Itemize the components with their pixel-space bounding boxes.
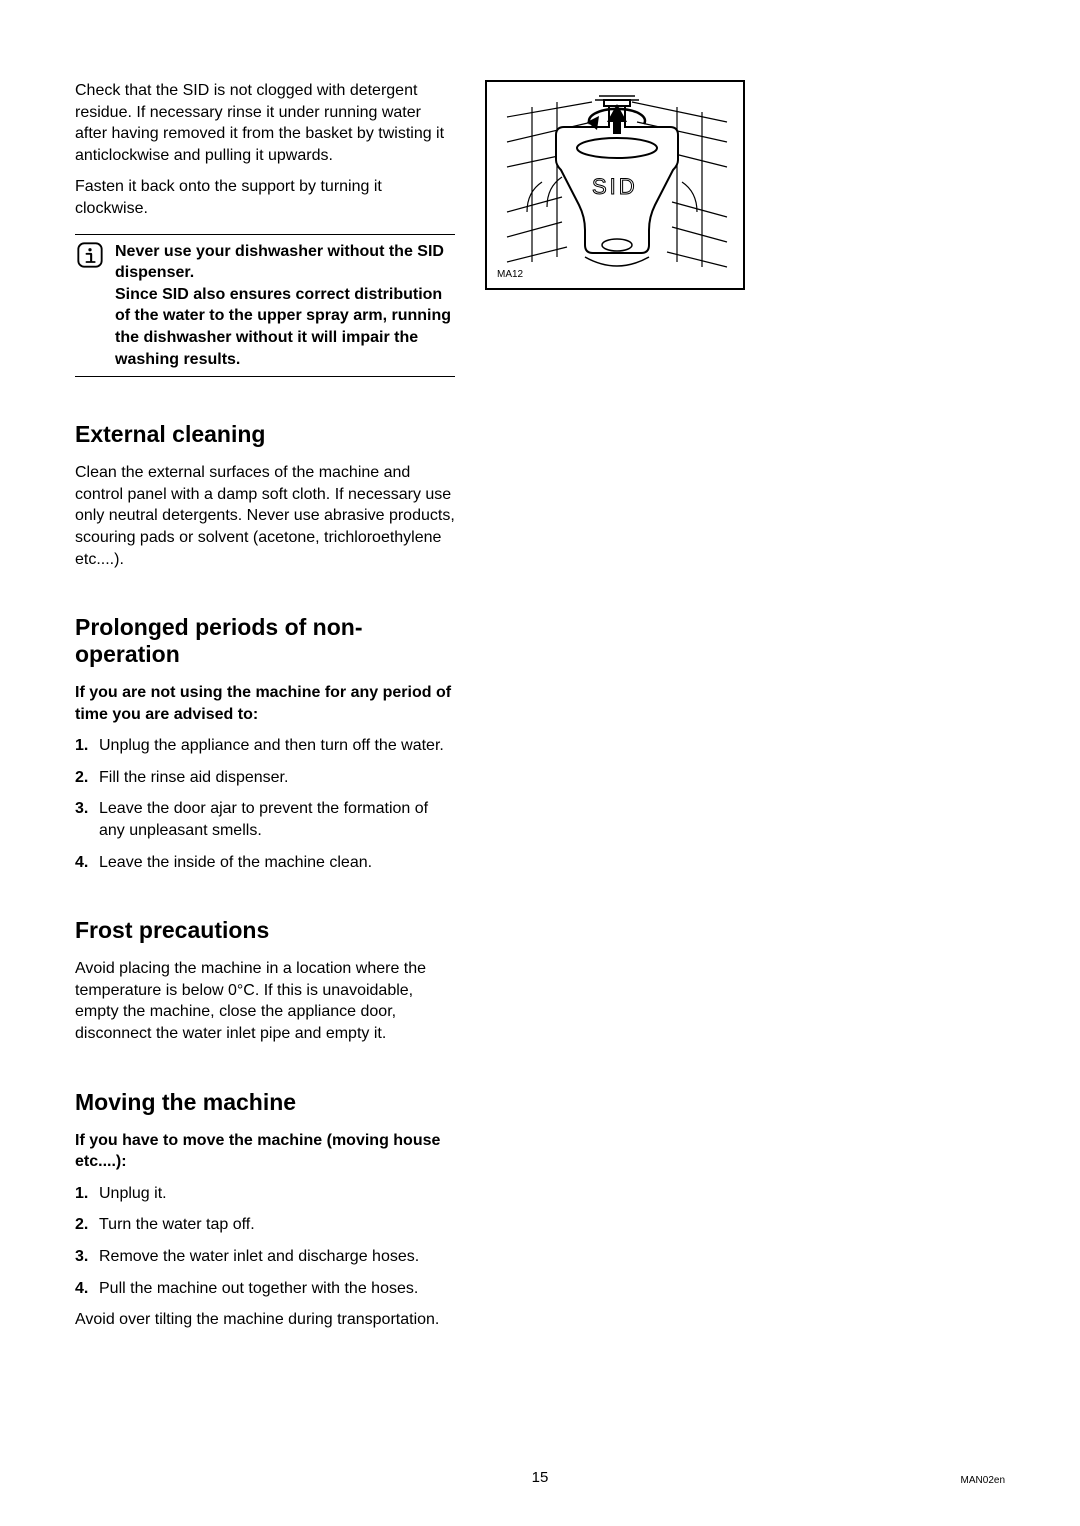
external-cleaning-title: External cleaning: [75, 421, 455, 448]
moving-title: Moving the machine: [75, 1089, 455, 1116]
non-operation-intro: If you are not using the machine for any…: [75, 682, 455, 725]
list-item: Pull the machine out together with the h…: [75, 1278, 455, 1300]
non-operation-title: Prolonged periods of non-operation: [75, 614, 455, 668]
moving-outro: Avoid over tilting the machine during tr…: [75, 1309, 455, 1331]
moving-section: Moving the machine If you have to move t…: [75, 1089, 455, 1331]
footer-code: MAN02en: [961, 1475, 1005, 1486]
external-cleaning-body: Clean the external surfaces of the machi…: [75, 462, 455, 570]
list-item: Unplug it.: [75, 1183, 455, 1205]
moving-intro: If you have to move the machine (moving …: [75, 1130, 455, 1173]
page-number: 15: [0, 1469, 1080, 1486]
diagram-code: MA12: [497, 269, 523, 280]
frost-title: Frost precautions: [75, 917, 455, 944]
non-operation-list: Unplug the appliance and then turn off t…: [75, 735, 455, 873]
list-item: Unplug the appliance and then turn off t…: [75, 735, 455, 757]
moving-list: Unplug it. Turn the water tap off. Remov…: [75, 1183, 455, 1299]
list-item: Leave the inside of the machine clean.: [75, 852, 455, 874]
list-item: Turn the water tap off.: [75, 1214, 455, 1236]
sid-diagram: SID MA12: [485, 80, 745, 290]
list-item: Leave the door ajar to prevent the forma…: [75, 798, 455, 841]
non-operation-section: Prolonged periods of non-operation If yo…: [75, 614, 455, 873]
frost-body: Avoid placing the machine in a location …: [75, 958, 455, 1044]
list-item: Fill the rinse aid dispenser.: [75, 767, 455, 789]
external-cleaning-section: External cleaning Clean the external sur…: [75, 421, 455, 570]
info-callout: Never use your dishwasher without the SI…: [75, 234, 455, 378]
list-item: Remove the water inlet and discharge hos…: [75, 1246, 455, 1268]
info-icon: [75, 241, 105, 371]
intro-para-2: Fasten it back onto the support by turni…: [75, 176, 455, 219]
frost-section: Frost precautions Avoid placing the mach…: [75, 917, 455, 1044]
sid-label: SID: [592, 174, 638, 199]
intro-para-1: Check that the SID is not clogged with d…: [75, 80, 455, 166]
info-text: Never use your dishwasher without the SI…: [115, 241, 455, 371]
